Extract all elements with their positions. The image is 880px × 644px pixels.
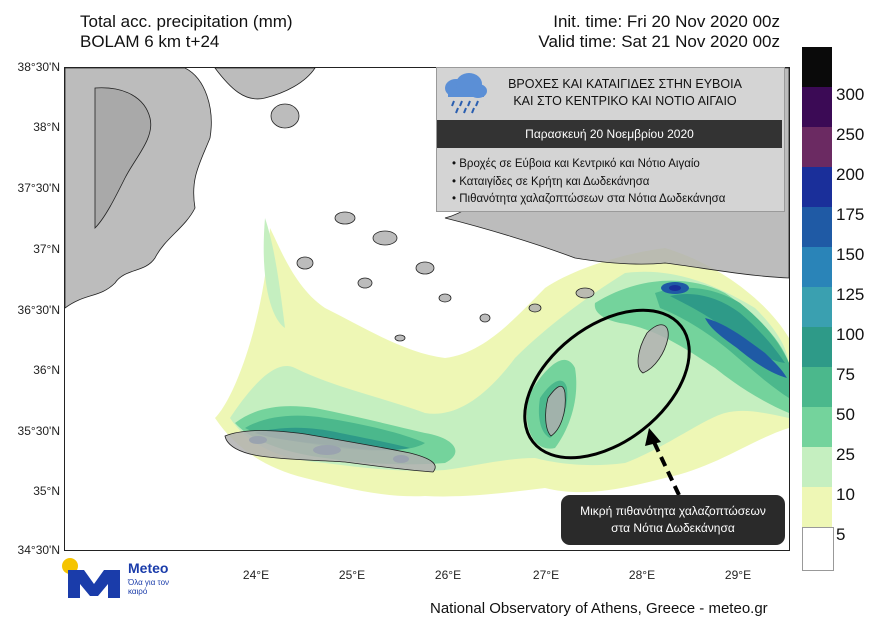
callout-line-2: στα Νότια Δωδεκάνησα <box>611 521 735 535</box>
lat-label: 36°N <box>33 363 60 377</box>
lon-label: 29°E <box>724 568 752 582</box>
init-time: Init. time: Fri 20 Nov 2020 00z <box>553 12 780 31</box>
meteo-logo <box>62 558 120 598</box>
colorbar-segment <box>802 447 832 487</box>
colorbar-label: 75 <box>836 365 855 384</box>
footer-credit: National Observatory of Athens, Greece -… <box>430 600 768 617</box>
colorbar-segment <box>802 87 832 127</box>
colorbar-label: 50 <box>836 405 855 424</box>
lat-label: 34°30'N <box>17 543 60 557</box>
colorbar-segment <box>802 487 832 527</box>
colorbar-label: 300 <box>836 85 865 104</box>
lon-label: 26°E <box>434 568 462 582</box>
time-info: Init. time: Fri 20 Nov 2020 00z Valid ti… <box>538 12 780 52</box>
colorbar-segment <box>802 407 832 447</box>
info-bullet-text: Πιθανότητα χαλαζοπτώσεων στα Νότια Δωδεκ… <box>459 193 726 205</box>
colorbar-label: 5 <box>836 525 846 544</box>
logo-wordmark: Meteo <box>128 560 169 576</box>
colorbar-segment <box>802 327 832 367</box>
info-title-line-2: ΚΑΙ ΣΤΟ ΚΕΝΤΡΙΚΟ ΚΑΙ ΝΟΤΙΟ ΑΙΓΑΙΟ <box>513 94 737 108</box>
logo-tagline: Όλα για τον καιρό <box>128 578 170 596</box>
hail-callout: Μικρή πιθανότητα χαλαζοπτώσεων στα Νότια… <box>561 495 785 545</box>
colorbar-segment <box>802 47 832 87</box>
lat-label: 37°N <box>33 242 60 256</box>
lon-label: 27°E <box>532 568 560 582</box>
lat-label: 38°30'N <box>17 60 60 74</box>
callout-arrow <box>645 428 681 496</box>
colorbar-label: 125 <box>836 285 865 304</box>
colorbar-label: 10 <box>836 485 855 504</box>
colorbar-label: 175 <box>836 205 865 224</box>
info-bullet-text: Βροχές σε Εύβοια και Κεντρικό και Νότιο … <box>459 158 700 170</box>
info-bullet-text: Καταιγίδες σε Κρήτη και Δωδεκάνησα <box>459 175 650 188</box>
colorbar-segment <box>802 167 832 207</box>
title-line-1: Total acc. precipitation (mm) <box>80 12 293 31</box>
info-box-title: ΒΡΟΧΕΣ ΚΑΙ ΚΑΤΑΙΓΙΔΕΣ ΣΤΗΝ ΕΥΒΟΙΑ ΚΑΙ ΣΤ… <box>470 76 780 110</box>
info-bullet: • Πιθανότητα χαλαζοπτώσεων στα Νότια Δωδ… <box>452 193 726 205</box>
info-bullet: • Βροχές σε Εύβοια και Κεντρικό και Νότι… <box>452 158 700 170</box>
lat-label: 36°30'N <box>17 303 60 317</box>
lat-label: 38°N <box>33 120 60 134</box>
lat-label: 35°N <box>33 484 60 498</box>
info-bullet: • Καταιγίδες σε Κρήτη και Δωδεκάνησα <box>452 175 650 188</box>
lat-label: 35°30'N <box>17 424 60 438</box>
lon-label: 28°E <box>628 568 656 582</box>
lon-label: 25°E <box>338 568 366 582</box>
colorbar <box>802 47 834 571</box>
callout-line-1: Μικρή πιθανότητα χαλαζοπτώσεων <box>580 504 766 518</box>
lat-label: 37°30'N <box>17 181 60 195</box>
colorbar-segment <box>802 247 832 287</box>
info-box-date: Παρασκευή 20 Νοεμβρίου 2020 <box>437 120 782 148</box>
map-title: Total acc. precipitation (mm) BOLAM 6 km… <box>80 12 293 52</box>
colorbar-segment <box>802 287 832 327</box>
colorbar-label: 150 <box>836 245 865 264</box>
colorbar-segment <box>802 127 832 167</box>
colorbar-label: 250 <box>836 125 865 144</box>
map-canvas <box>65 68 789 497</box>
precip-band-200-250 <box>669 285 681 291</box>
colorbar-label: 200 <box>836 165 865 184</box>
colorbar-segment <box>802 527 834 571</box>
colorbar-segment <box>802 207 832 247</box>
colorbar-label: 25 <box>836 445 855 464</box>
rain-cloud-icon <box>445 73 487 114</box>
info-bullet-list: • Βροχές σε Εύβοια και Κεντρικό και Νότι… <box>452 156 725 209</box>
lon-label: 24°E <box>242 568 270 582</box>
hail-area-ellipse <box>523 308 691 460</box>
info-title-line-1: ΒΡΟΧΕΣ ΚΑΙ ΚΑΤΑΙΓΙΔΕΣ ΣΤΗΝ ΕΥΒΟΙΑ <box>508 77 742 91</box>
colorbar-segment <box>802 367 832 407</box>
colorbar-label: 100 <box>836 325 865 344</box>
title-line-2: BOLAM 6 km t+24 <box>80 32 220 51</box>
valid-time: Valid time: Sat 21 Nov 2020 00z <box>538 32 780 51</box>
